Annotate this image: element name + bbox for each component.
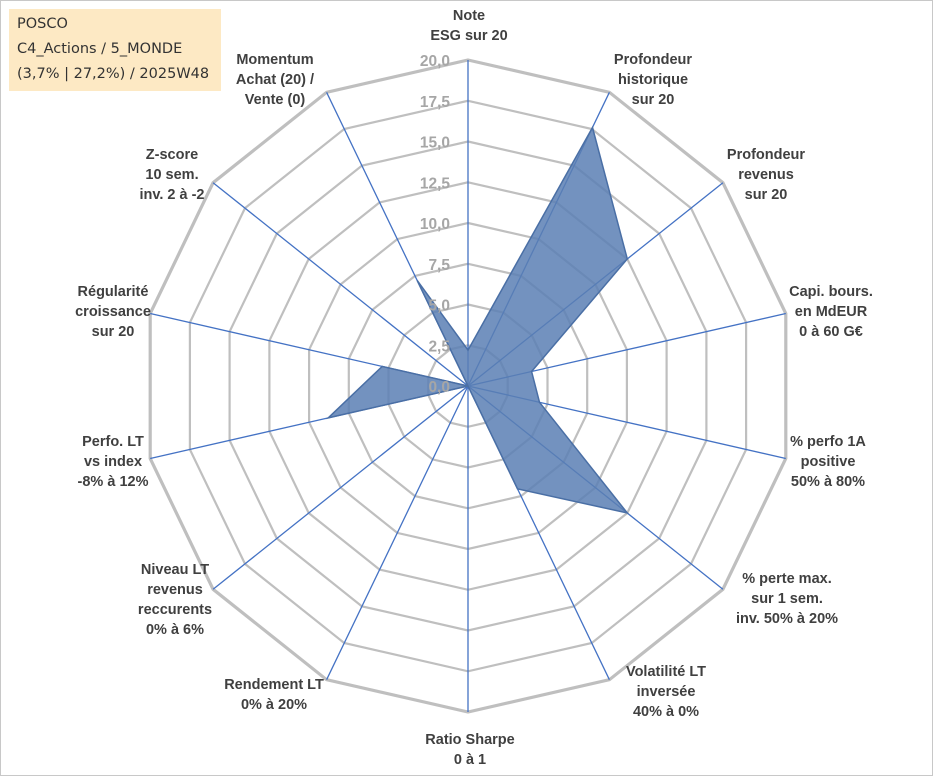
axis-label-9: Niveau LT revenus reccurents 0% à 6% <box>138 562 212 638</box>
axis-label-6: Volatilité LT inversée 40% à 0% <box>626 664 706 720</box>
tick-label-1: 2,5 <box>428 338 450 355</box>
axis-label-13-line-0: Momentum <box>236 52 313 68</box>
axis-label-8: Rendement LT 0% à 20% <box>224 677 324 713</box>
axis-label-10-line-0: Perfo. LT <box>82 434 144 450</box>
tick-label-6: 15,0 <box>420 135 450 152</box>
axis-label-12-line-1: 10 sem. <box>145 167 198 183</box>
tick-label-7: 17,5 <box>420 94 451 111</box>
axis-spoke-12 <box>212 182 469 387</box>
axis-spoke-8 <box>326 385 469 680</box>
axis-label-9-line-1: revenus <box>147 582 203 598</box>
axis-label-2: Profondeur revenus sur 20 <box>727 147 805 203</box>
axis-labels: Note ESG sur 20 Profondeur historique sur 20… <box>75 8 873 768</box>
axis-label-4-line-1: positive <box>801 454 856 470</box>
axis-label-4-line-0: % perfo 1A <box>790 434 866 450</box>
axis-label-1: Profondeur historique sur 20 <box>614 52 692 108</box>
tick-label-4: 10,0 <box>420 216 450 233</box>
axis-label-5-line-1: sur 1 sem. <box>751 591 823 607</box>
axis-label-5: % perte max. sur 1 sem. inv. 50% à 20% <box>736 571 838 627</box>
axis-label-8-line-1: 0% à 20% <box>241 697 307 713</box>
axis-label-0-line-0: Note <box>453 8 485 24</box>
axis-label-10-line-1: vs index <box>84 454 142 470</box>
axis-label-3-line-2: 0 à 60 G€ <box>799 324 863 340</box>
tick-label-2: 5,0 <box>428 298 450 315</box>
axis-label-9-line-2: reccurents <box>138 602 212 618</box>
axis-label-3: Capi. bours. en MdEUR 0 à 60 G€ <box>789 284 873 340</box>
tick-label-8: 20,0 <box>420 53 450 70</box>
axis-label-11-line-2: sur 20 <box>92 324 135 340</box>
info-company-name: POSCO <box>17 16 68 32</box>
axis-label-4: % perfo 1A positive 50% à 80% <box>790 434 866 490</box>
axis-label-12-line-0: Z-score <box>146 147 198 163</box>
tick-label-0: 0,0 <box>428 379 450 396</box>
tick-labels: 0,0 2,5 5,0 7,5 10,0 12,5 15,0 17,5 20,0 <box>420 53 451 396</box>
axis-label-6-line-0: Volatilité LT <box>626 664 706 680</box>
axis-label-0-line-1: ESG sur 20 <box>430 28 507 44</box>
axis-label-10-line-2: -8% à 12% <box>78 474 149 490</box>
axis-label-12: Z-score 10 sem. inv. 2 à -2 <box>139 147 204 203</box>
axis-label-1-line-1: historique <box>618 72 688 88</box>
tick-label-3: 7,5 <box>428 257 450 274</box>
axis-label-13-line-2: Vente (0) <box>245 92 306 108</box>
axis-label-7-line-0: Ratio Sharpe <box>425 732 514 748</box>
axis-label-7-line-1: 0 à 1 <box>454 752 486 768</box>
axis-label-9-line-3: 0% à 6% <box>146 622 204 638</box>
axis-label-1-line-2: sur 20 <box>632 92 675 108</box>
axis-label-11-line-1: croissance <box>75 304 151 320</box>
axis-label-5-line-2: inv. 50% à 20% <box>736 611 838 627</box>
axis-label-1-line-0: Profondeur <box>614 52 692 68</box>
axis-label-6-line-2: 40% à 0% <box>633 704 699 720</box>
axis-label-2-line-2: sur 20 <box>745 187 788 203</box>
axis-label-5-line-0: % perte max. <box>742 571 831 587</box>
axis-label-2-line-0: Profondeur <box>727 147 805 163</box>
tick-label-5: 12,5 <box>420 175 451 192</box>
axis-label-10: Perfo. LT vs index -8% à 12% <box>78 434 149 490</box>
info-stats-week: (3,7% | 27,2%) / 2025W48 <box>17 66 210 82</box>
axis-label-11: Régularité croissance sur 20 <box>75 284 151 340</box>
axis-label-8-line-0: Rendement LT <box>224 677 324 693</box>
axis-label-6-line-1: inversée <box>637 684 696 700</box>
info-category: C4_Actions / 5_MONDE <box>17 41 183 57</box>
axis-label-3-line-1: en MdEUR <box>795 304 868 320</box>
axis-label-9-line-0: Niveau LT <box>141 562 209 578</box>
axis-label-11-line-0: Régularité <box>78 284 149 300</box>
axis-label-12-line-2: inv. 2 à -2 <box>139 187 204 203</box>
axis-spoke-9 <box>212 385 469 590</box>
info-box: POSCO C4_Actions / 5_MONDE (3,7% | 27,2%… <box>9 9 221 91</box>
axis-label-3-line-0: Capi. bours. <box>789 284 873 300</box>
series-layer <box>325 125 630 515</box>
axis-label-7: Ratio Sharpe 0 à 1 <box>425 732 514 768</box>
axis-label-4-line-2: 50% à 80% <box>791 474 865 490</box>
axis-label-13-line-1: Achat (20) / <box>236 72 314 88</box>
axis-label-13: Momentum Achat (20) / Vente (0) <box>236 52 314 108</box>
axis-label-2-line-1: revenus <box>738 167 794 183</box>
axis-label-0: Note ESG sur 20 <box>430 8 507 44</box>
